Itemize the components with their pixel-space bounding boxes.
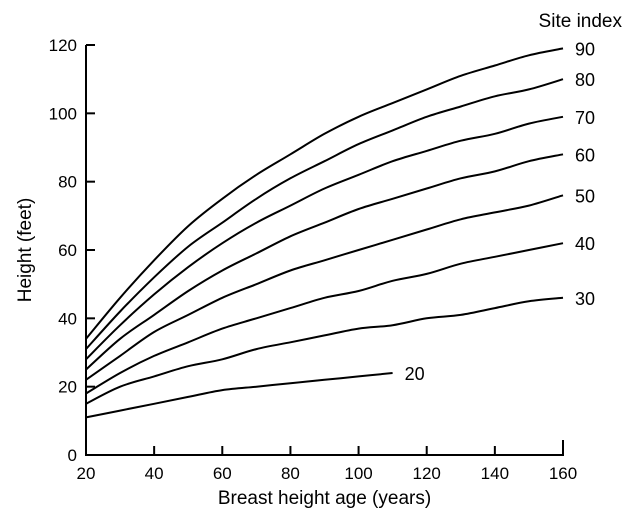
y-tick-label: 0 (68, 446, 77, 465)
x-tick-label: 40 (145, 464, 164, 483)
site-index-label-40: 40 (575, 234, 595, 254)
site-index-label-90: 90 (575, 39, 595, 59)
y-tick-label: 20 (58, 378, 77, 397)
site-index-label-50: 50 (575, 186, 595, 206)
site-index-curve-20 (85, 372, 393, 419)
y-tick-label: 100 (49, 104, 77, 123)
site-index-label-60: 60 (575, 145, 595, 165)
site-index-curve-30 (85, 296, 564, 405)
axis-frame (85, 45, 564, 456)
legend-title: Site index (539, 11, 623, 32)
site-index-label-20: 20 (405, 364, 425, 384)
y-tick-label: 40 (58, 309, 77, 328)
y-tick-label: 60 (58, 241, 77, 260)
site-index-curve-60 (85, 153, 564, 371)
y-axis-title: Height (feet) (15, 198, 36, 303)
x-tick-label: 80 (281, 464, 300, 483)
site-index-label-80: 80 (575, 70, 595, 90)
site-index-label-30: 30 (575, 289, 595, 309)
site-index-curve-70 (85, 115, 564, 361)
x-tick-label: 100 (344, 464, 372, 483)
curves (85, 47, 564, 419)
x-tick-label: 120 (413, 464, 441, 483)
y-tick-label: 120 (49, 36, 77, 55)
site-index-curve-40 (85, 242, 564, 395)
x-axis-title: Breast height age (years) (218, 488, 431, 509)
site-index-curve-90 (85, 47, 564, 340)
site-index-label-70: 70 (575, 108, 595, 128)
site-index-curve-50 (85, 194, 564, 381)
x-tick-label: 160 (549, 464, 577, 483)
x-tick-label: 20 (77, 464, 96, 483)
y-tick-label: 80 (58, 173, 77, 192)
x-tick-label: 60 (213, 464, 232, 483)
site-index-curve-80 (85, 78, 564, 350)
x-tick-label: 140 (481, 464, 509, 483)
labels: 90 80 70 60 50 40 30 20 (405, 39, 595, 384)
